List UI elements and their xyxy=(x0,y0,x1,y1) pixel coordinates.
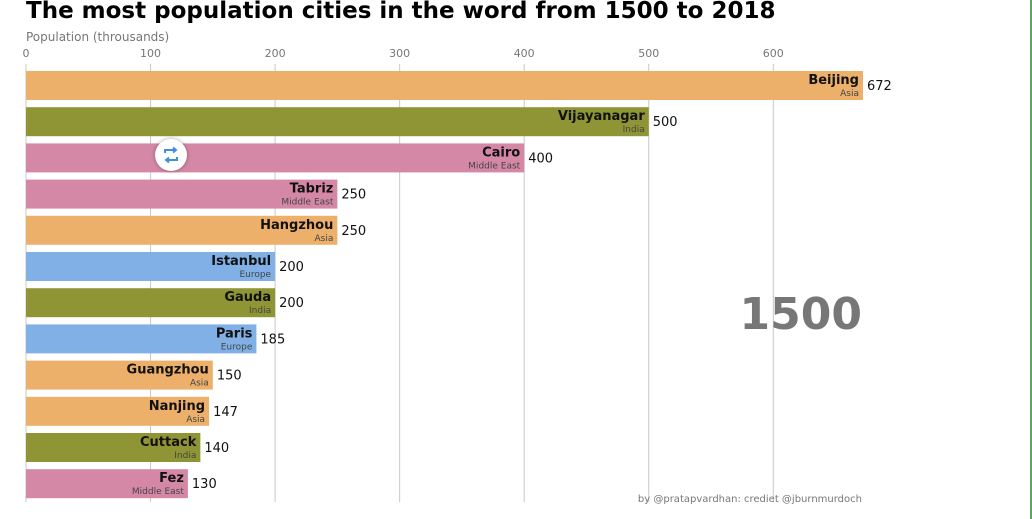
x-tick-label: 300 xyxy=(389,47,410,60)
value-label: 500 xyxy=(653,115,678,130)
city-label: Paris xyxy=(216,326,253,341)
region-label: India xyxy=(249,306,271,316)
city-label: Cairo xyxy=(482,145,520,160)
region-label: India xyxy=(623,125,645,135)
bar xyxy=(26,469,188,499)
chart-title: The most population cities in the word f… xyxy=(26,0,776,24)
region-label: Asia xyxy=(840,89,859,99)
x-tick-label: 600 xyxy=(763,47,784,60)
city-label: Nanjing xyxy=(149,399,205,414)
bar xyxy=(26,396,210,426)
x-tick-label: 200 xyxy=(265,47,286,60)
value-label: 185 xyxy=(260,332,285,347)
city-label: Fez xyxy=(159,471,184,486)
region-label: Europe xyxy=(239,270,271,280)
bar xyxy=(26,360,213,390)
x-axis-label: Population (throusands) xyxy=(26,30,169,44)
bar xyxy=(26,288,276,318)
city-label: Beijing xyxy=(808,73,859,88)
value-label: 150 xyxy=(217,369,242,384)
value-label: 130 xyxy=(192,477,217,492)
value-label: 400 xyxy=(528,151,553,166)
region-label: Asia xyxy=(190,379,209,389)
region-label: Middle East xyxy=(468,161,520,171)
region-label: Middle East xyxy=(281,198,333,208)
window-edge xyxy=(1030,0,1032,519)
x-tick-label: 500 xyxy=(638,47,659,60)
value-label: 250 xyxy=(341,224,366,239)
bar xyxy=(26,324,257,354)
x-tick-label: 400 xyxy=(514,47,535,60)
bar xyxy=(26,433,201,462)
bar xyxy=(26,107,649,137)
region-label: Europe xyxy=(221,342,253,352)
city-label: Cuttack xyxy=(140,435,197,450)
x-tick-label: 100 xyxy=(140,47,161,60)
city-label: Hangzhou xyxy=(260,218,333,233)
bar xyxy=(26,71,863,100)
region-label: Middle East xyxy=(132,487,184,497)
bar xyxy=(26,179,338,209)
region-label: India xyxy=(174,451,196,461)
city-label: Gauda xyxy=(224,290,271,305)
x-tick-label: 0 xyxy=(23,47,30,60)
value-label: 200 xyxy=(279,260,304,275)
value-label: 200 xyxy=(279,296,304,311)
bar xyxy=(26,252,276,281)
year-label: 1500 xyxy=(740,289,862,340)
value-label: 147 xyxy=(213,405,238,420)
bar xyxy=(26,215,338,245)
value-label: 250 xyxy=(341,188,366,203)
city-label: Guangzhou xyxy=(127,363,209,378)
bar xyxy=(26,143,525,173)
city-label: Tabriz xyxy=(290,182,334,197)
credit-text: by @pratapvardhan: crediet @jburnmurdoch xyxy=(638,494,862,505)
value-label: 140 xyxy=(204,441,229,456)
city-label: Vijayanagar xyxy=(558,109,645,124)
swap-button[interactable] xyxy=(155,139,187,171)
city-label: Istanbul xyxy=(211,254,271,269)
region-label: Asia xyxy=(186,415,205,425)
region-label: Asia xyxy=(315,234,334,244)
value-label: 672 xyxy=(867,79,892,94)
swap-arrows-icon xyxy=(164,146,178,164)
